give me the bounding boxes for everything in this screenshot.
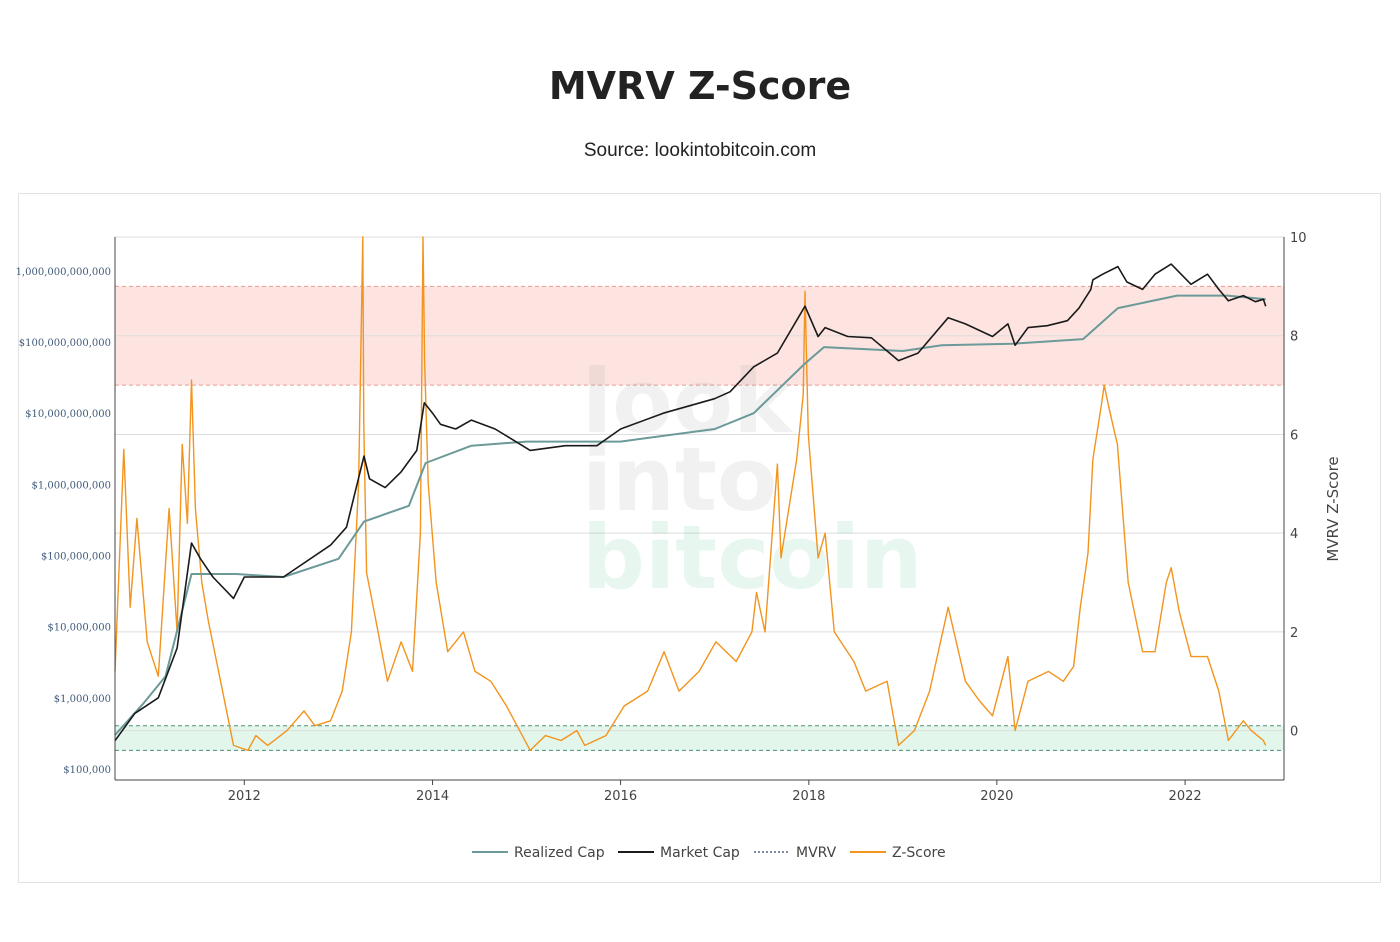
legend-label: Market Cap xyxy=(660,845,740,861)
legend[interactable]: Realized Cap Market Cap MVRV Z-Score xyxy=(472,845,946,861)
series-line-realized-cap xyxy=(114,294,1266,736)
y-left-tick-label: 1,000,000,000,000 xyxy=(16,267,111,278)
watermark-line-1: look xyxy=(582,350,794,453)
legend-label: Z-Score xyxy=(892,845,946,861)
y-right-tick-label: 0 xyxy=(1290,725,1298,740)
y-left-tick-label: $10,000,000 xyxy=(47,623,111,634)
axes-layer xyxy=(114,237,1285,781)
series-line-z-score xyxy=(114,236,1267,752)
undervalued-band xyxy=(115,725,1284,751)
watermark-line-2: into xyxy=(582,428,777,531)
y-right-tick-label: 8 xyxy=(1290,330,1298,345)
y-left-tick-label: $100,000 xyxy=(63,765,111,776)
x-tick-label: 2012 xyxy=(228,789,261,804)
y-right-tick-label: 2 xyxy=(1290,626,1298,641)
chart-frame xyxy=(18,193,1381,883)
legend-label: Realized Cap xyxy=(514,845,605,861)
y-left-tick-label: $100,000,000,000 xyxy=(19,338,111,349)
series-layer xyxy=(114,236,1267,752)
chart-title: MVRV Z-Score xyxy=(548,64,852,108)
ticks-layer: 0 2 4 6 8 10 $100,000 $1,000,000 $10,000,000 $100… xyxy=(16,231,1307,804)
y-left-tick-label: $1,000,000 xyxy=(54,694,111,705)
y-right-tick-label: 10 xyxy=(1290,231,1307,246)
x-tick-label: 2018 xyxy=(792,789,825,804)
y-left-tick-label: $1,000,000,000 xyxy=(31,480,111,491)
x-tick-label: 2016 xyxy=(604,789,637,804)
x-tick-label: 2014 xyxy=(416,789,449,804)
series-line-market-cap xyxy=(114,263,1267,742)
y-right-tick-label: 4 xyxy=(1290,527,1298,542)
x-tick-label: 2022 xyxy=(1169,789,1202,804)
watermark-line-3: bitcoin xyxy=(582,506,923,609)
y-left-tick-label: $100,000,000 xyxy=(41,552,111,563)
chart-subtitle: Source: lookintobitcoin.com xyxy=(583,140,817,161)
x-tick-label: 2020 xyxy=(980,789,1013,804)
legend-label: MVRV xyxy=(796,845,837,861)
watermark: look into bitcoin xyxy=(582,350,923,609)
y-right-axis-title: MVRV Z-Score xyxy=(1324,456,1342,561)
y-right-tick-label: 6 xyxy=(1290,428,1298,443)
y-left-tick-label: $10,000,000,000 xyxy=(25,409,111,420)
